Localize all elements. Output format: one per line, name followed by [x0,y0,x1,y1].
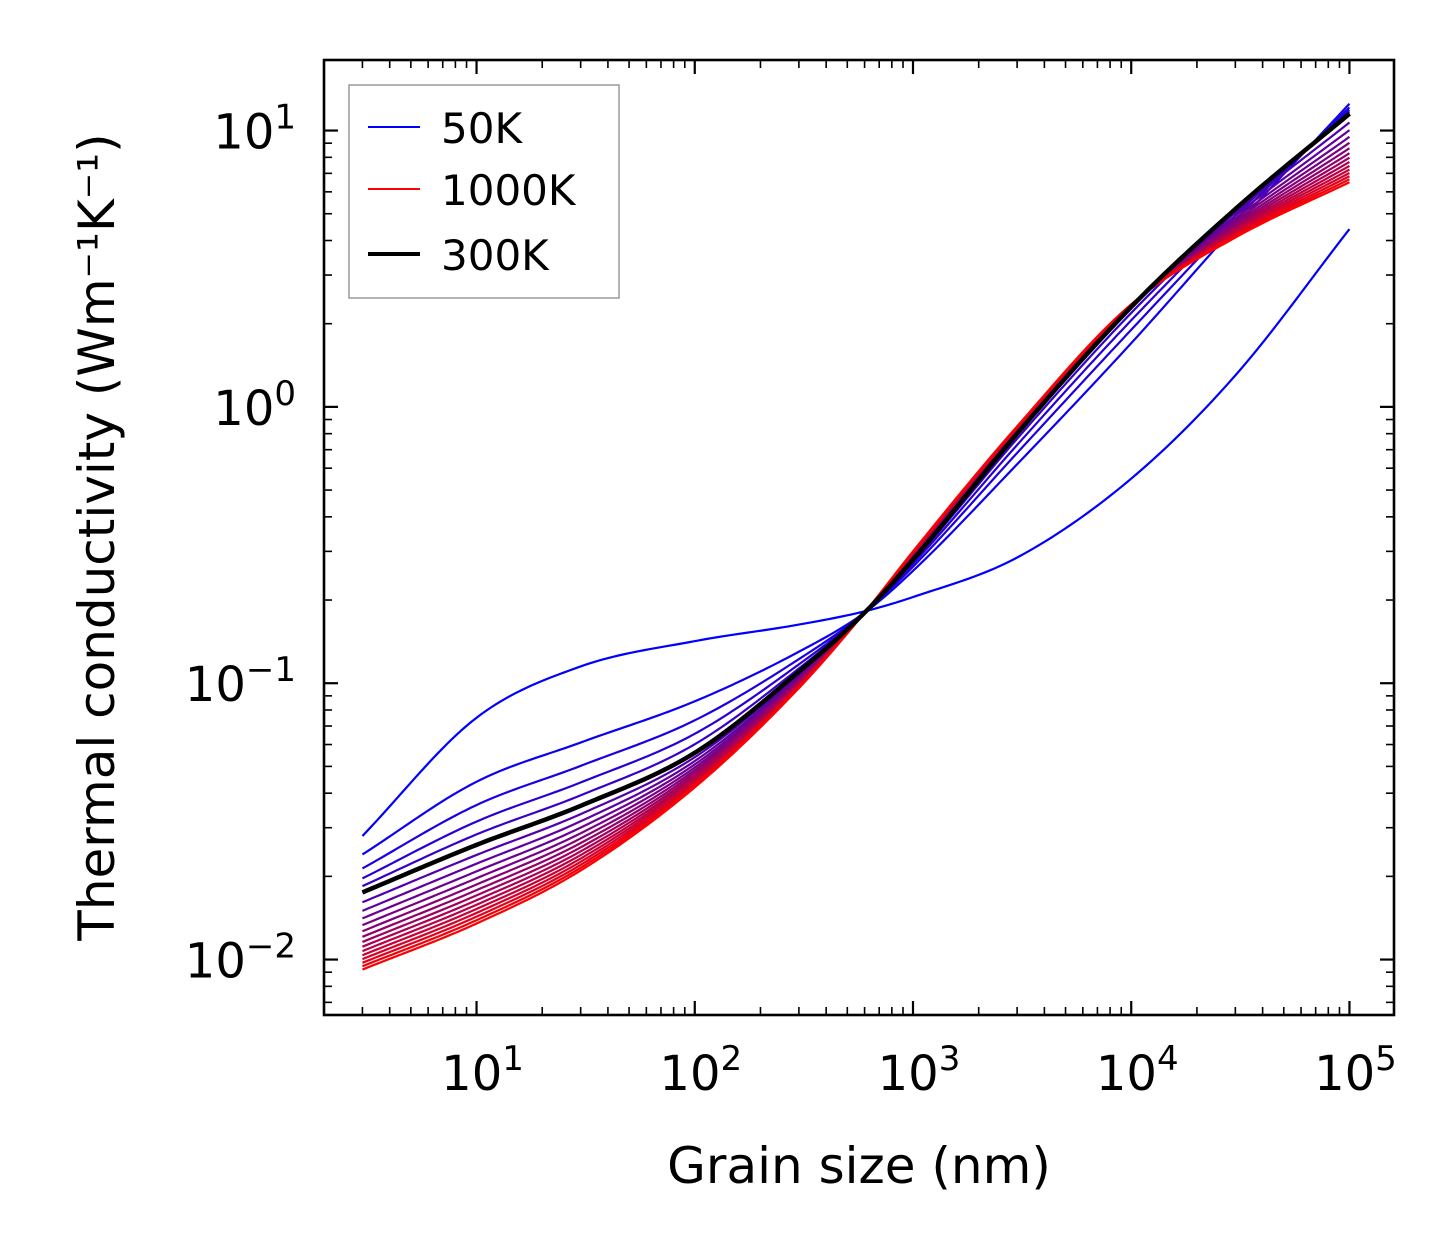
series-line-1000k [362,181,1350,971]
y-tick-label: 100 [213,374,296,437]
x-tick-label: 101 [441,1039,524,1102]
y-tick-label: 10−2 [185,927,296,990]
x-axis-label: Grain size (nm) [667,1137,1051,1195]
y-tick-label: 10−1 [185,650,296,713]
legend-frame [348,84,620,299]
x-tick-label: 105 [1314,1039,1397,1102]
legend: 50K 1000K 300K [348,84,620,299]
legend-label-50k: 50K [441,104,523,153]
y-axis-label: Thermal conductivity (Wm⁻¹K⁻¹) [68,133,126,941]
x-tick-label: 103 [878,1039,961,1102]
legend-label-300k: 300K [441,231,550,280]
series-line-300k-highlight [361,112,1351,895]
y-tick-label: 101 [213,98,296,161]
axis-ticks [323,60,1394,1015]
legend-label-1000k: 1000K [441,166,577,215]
tick-labels: 101 102 103 104 105 10−2 10−1 100 101 [185,98,1397,1102]
x-tick-label: 102 [659,1039,742,1102]
series-curves [361,103,1351,971]
x-tick-label: 104 [1096,1039,1179,1102]
plot-area-frame [322,58,1396,1017]
series-line-50k [361,228,1351,837]
